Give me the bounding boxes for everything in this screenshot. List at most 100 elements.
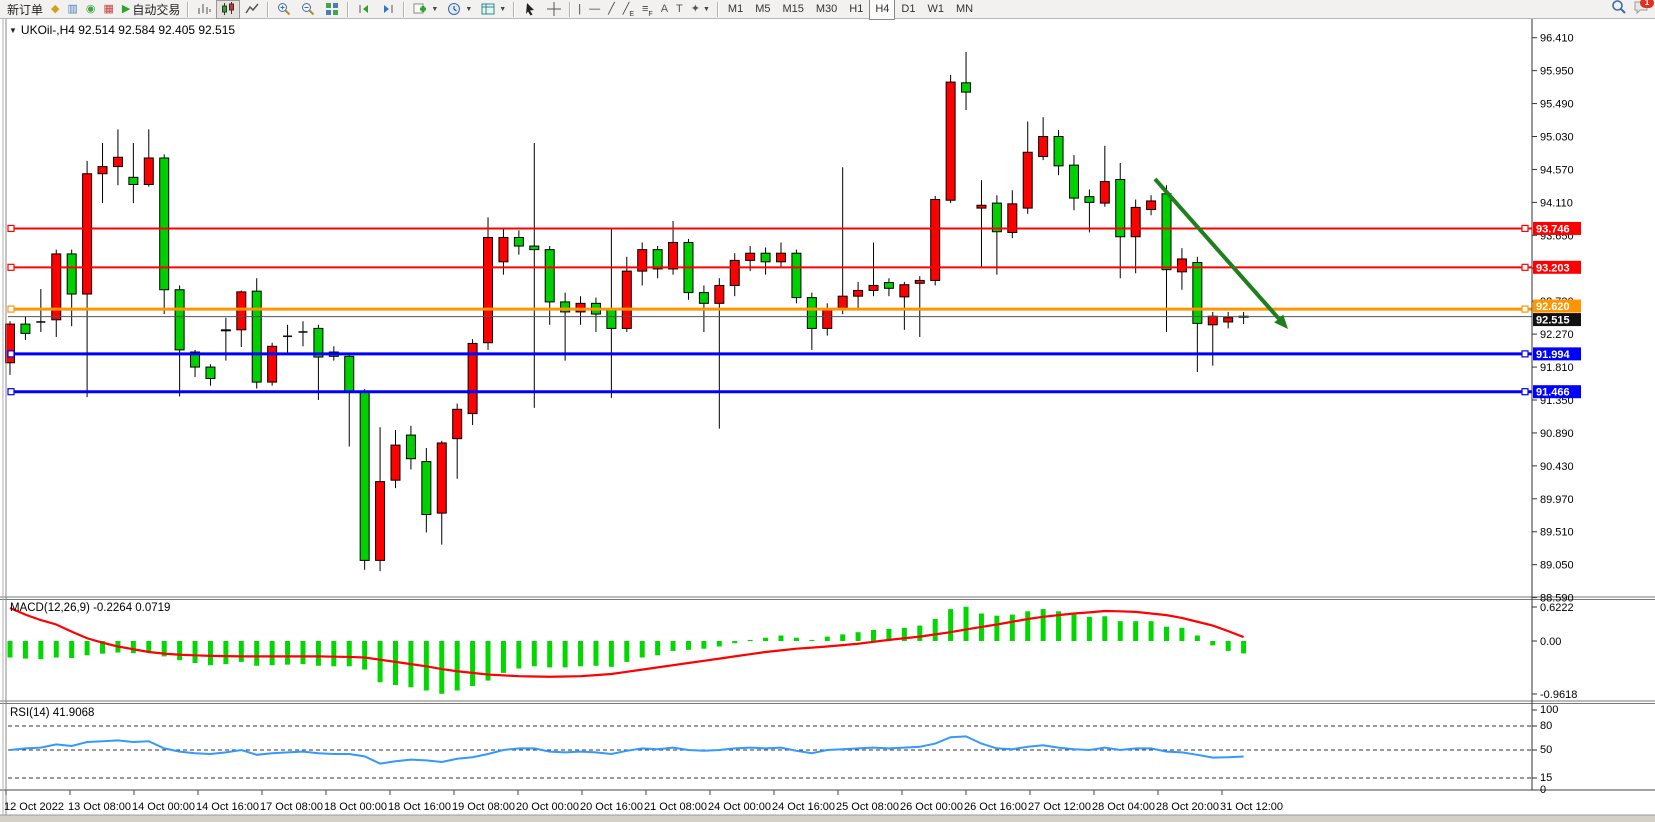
candle-body	[344, 355, 355, 393]
timeframe-M5-button[interactable]: M5	[755, 3, 771, 15]
candle-body	[205, 366, 216, 380]
line-handle[interactable]	[7, 350, 15, 358]
timeframe-M30-button[interactable]: M30	[815, 3, 838, 15]
time-tick-label: 18 Oct 00:00	[324, 801, 387, 813]
chat-icon[interactable]: 1	[1633, 0, 1654, 20]
candlestick-chart-icon[interactable]	[216, 0, 241, 19]
candle-body	[914, 279, 925, 284]
tile-windows-icon[interactable]	[320, 0, 344, 19]
zoom-out-icon[interactable]	[296, 0, 320, 19]
candle-body	[467, 342, 478, 415]
autotrading-button[interactable]: ▶ 自动交易	[121, 2, 181, 17]
line-handle[interactable]	[1521, 388, 1529, 396]
crosshair-button[interactable]	[542, 0, 566, 19]
macd-bar	[130, 641, 136, 654]
cursor-button[interactable]	[518, 0, 542, 19]
candle-body	[760, 252, 771, 263]
period-clock-button[interactable]: ▼	[442, 0, 476, 19]
candle-body	[930, 199, 941, 281]
macd-bar	[732, 641, 738, 644]
price-tick-label: 89.050	[1540, 560, 1574, 572]
macd-bar	[254, 641, 260, 666]
candle-body	[976, 204, 987, 209]
candle-body	[498, 236, 509, 263]
line-handle[interactable]	[1521, 224, 1529, 233]
line-handle[interactable]	[7, 263, 15, 271]
timeframe-D1-button[interactable]: D1	[901, 3, 916, 15]
channel-button[interactable]: ╱ E	[622, 2, 634, 18]
line-handle[interactable]	[7, 305, 15, 313]
label-button[interactable]: T	[676, 2, 683, 15]
line-handle[interactable]	[7, 224, 15, 233]
search-icon[interactable]	[1611, 0, 1627, 20]
line-handle[interactable]	[1521, 350, 1529, 358]
toolbar-separator	[267, 1, 270, 17]
shapes-button[interactable]: ✦ ▼	[690, 2, 710, 15]
zoom-in-icon[interactable]	[272, 0, 296, 19]
macd-bar	[809, 639, 815, 641]
candle-body	[1223, 317, 1234, 323]
timeframe-M1-button[interactable]: M1	[727, 3, 744, 15]
timeframe-W1-button[interactable]: W1	[927, 3, 944, 15]
macd-bar	[69, 641, 75, 659]
auto-scroll-icon[interactable]	[352, 0, 376, 19]
trend-arrow-head	[1274, 314, 1288, 329]
candle-body	[791, 252, 802, 299]
price-flag-label: 93.746	[1536, 223, 1570, 235]
macd-bar	[1133, 621, 1139, 641]
macd-bar	[1225, 641, 1231, 651]
candle-body	[251, 290, 262, 383]
rsi-scale-label: 100	[1540, 704, 1558, 716]
line-handle[interactable]	[1521, 263, 1529, 271]
candle-body	[776, 252, 786, 263]
navigator-icon[interactable]: ◉	[85, 2, 96, 15]
line-handle[interactable]	[1521, 305, 1529, 313]
line-handle[interactable]	[7, 388, 15, 396]
timeframe-MN-button[interactable]: MN	[955, 3, 974, 15]
price-tick-label: 95.490	[1540, 99, 1574, 111]
trend-arrow-line[interactable]	[1153, 177, 1281, 320]
candle-body	[1207, 315, 1218, 326]
template-button[interactable]: ▼	[476, 0, 510, 19]
candle-body	[267, 345, 278, 383]
macd-bar	[1056, 611, 1062, 641]
macd-bar	[470, 641, 476, 687]
fibonacci-button[interactable]: ≡ F	[641, 2, 653, 18]
market-watch-icon[interactable]: ◆	[51, 2, 60, 15]
timeframe-H4-button[interactable]: H4	[869, 0, 896, 20]
new-order-button[interactable]: 新订单	[7, 2, 44, 17]
time-tick-label: 19 Oct 08:00	[452, 801, 515, 813]
candle-body	[868, 284, 879, 291]
price-tick-label: 92.270	[1540, 329, 1574, 341]
terminal-icon[interactable]: ▦	[103, 2, 114, 15]
chart-collapse-icon[interactable]: ▼	[9, 26, 17, 35]
candle-body	[668, 241, 679, 270]
macd-bar	[439, 641, 445, 694]
macd-bar	[146, 641, 152, 652]
trendline-button[interactable]: ╱	[608, 2, 615, 15]
candle-body	[806, 297, 817, 329]
macd-bar	[778, 635, 784, 641]
macd-scale-label: 0.00	[1540, 636, 1561, 648]
bar-chart-icon[interactable]	[192, 0, 216, 19]
timeframe-H1-button[interactable]: H1	[849, 3, 864, 15]
macd-bar	[608, 641, 614, 667]
rsi-scale: 100 80 50 150	[1532, 704, 1558, 796]
candle-body	[837, 295, 848, 310]
text-button[interactable]: A	[660, 2, 669, 15]
chart-shift-icon[interactable]	[376, 0, 400, 19]
line-chart-icon[interactable]	[240, 0, 264, 19]
vertical-line-button[interactable]: |	[578, 2, 582, 15]
window-bottom-strip	[0, 815, 1655, 822]
macd-scale-label: -0.9618	[1540, 689, 1577, 701]
data-window-icon[interactable]: ▥	[67, 2, 78, 15]
candle-body	[174, 289, 185, 351]
macd-bar	[377, 641, 383, 683]
add-indicator-button[interactable]: ▼	[408, 0, 442, 19]
time-tick-label: 14 Oct 16:00	[196, 801, 259, 813]
time-tick-label: 21 Oct 08:00	[644, 801, 707, 813]
timeframe-M15-button[interactable]: M15	[782, 3, 804, 15]
horizontal-line-button[interactable]: —	[589, 2, 601, 15]
candle-body	[606, 308, 617, 329]
